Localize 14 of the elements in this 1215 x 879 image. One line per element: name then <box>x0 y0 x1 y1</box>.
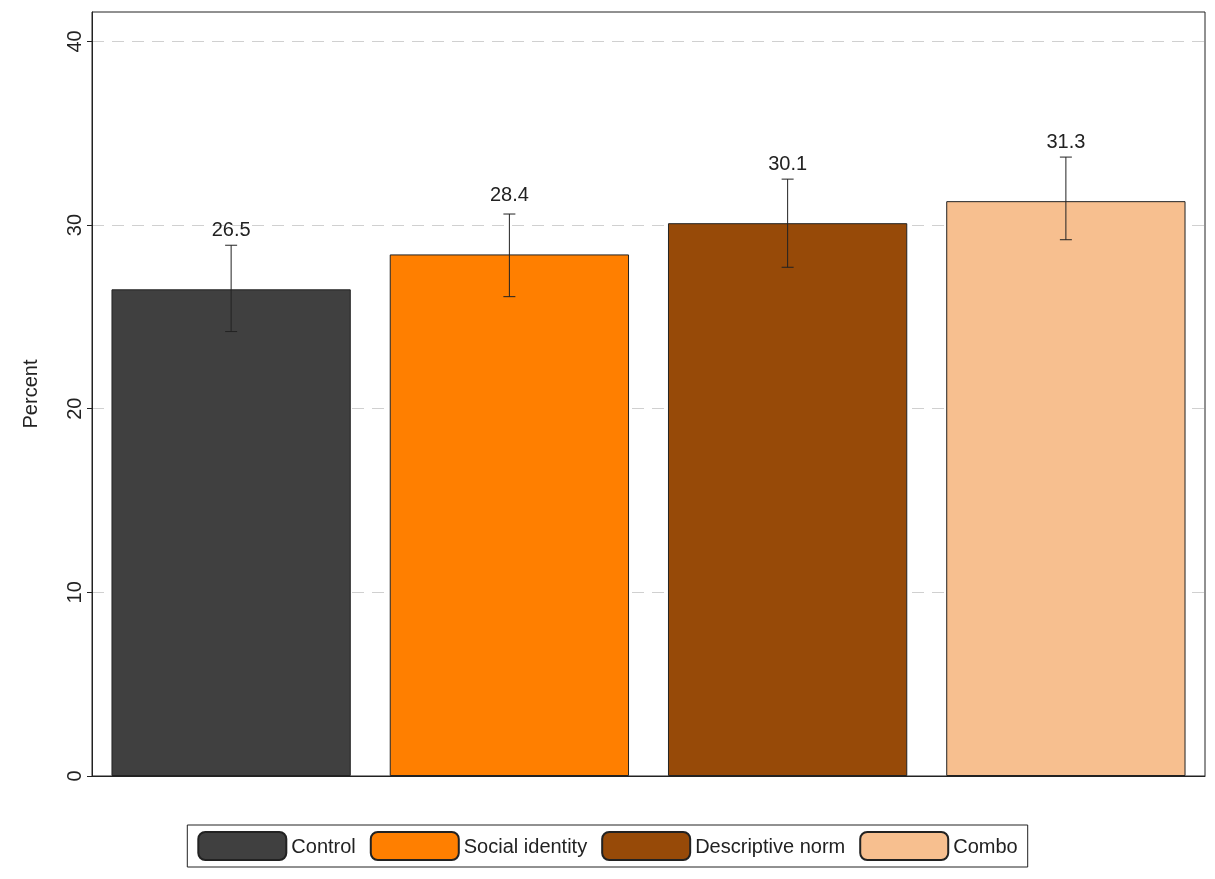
y-tick-label: 10 <box>63 581 85 604</box>
data-label: 31.3 <box>1046 130 1086 153</box>
legend-label: Descriptive norm <box>695 835 846 857</box>
legend-label: Combo <box>953 835 1018 857</box>
y-axis-title: Percent <box>19 359 41 429</box>
data-label: 26.5 <box>211 218 251 241</box>
legend-label: Control <box>291 835 356 857</box>
y-tick-label: 40 <box>63 30 85 53</box>
legend-label: Social identity <box>463 835 588 857</box>
data-label: 28.4 <box>489 183 529 206</box>
data-label: 30.1 <box>768 152 808 175</box>
y-tick-label: 0 <box>63 770 85 782</box>
y-tick-label: 30 <box>63 213 85 237</box>
y-tick-label: 20 <box>63 397 85 420</box>
